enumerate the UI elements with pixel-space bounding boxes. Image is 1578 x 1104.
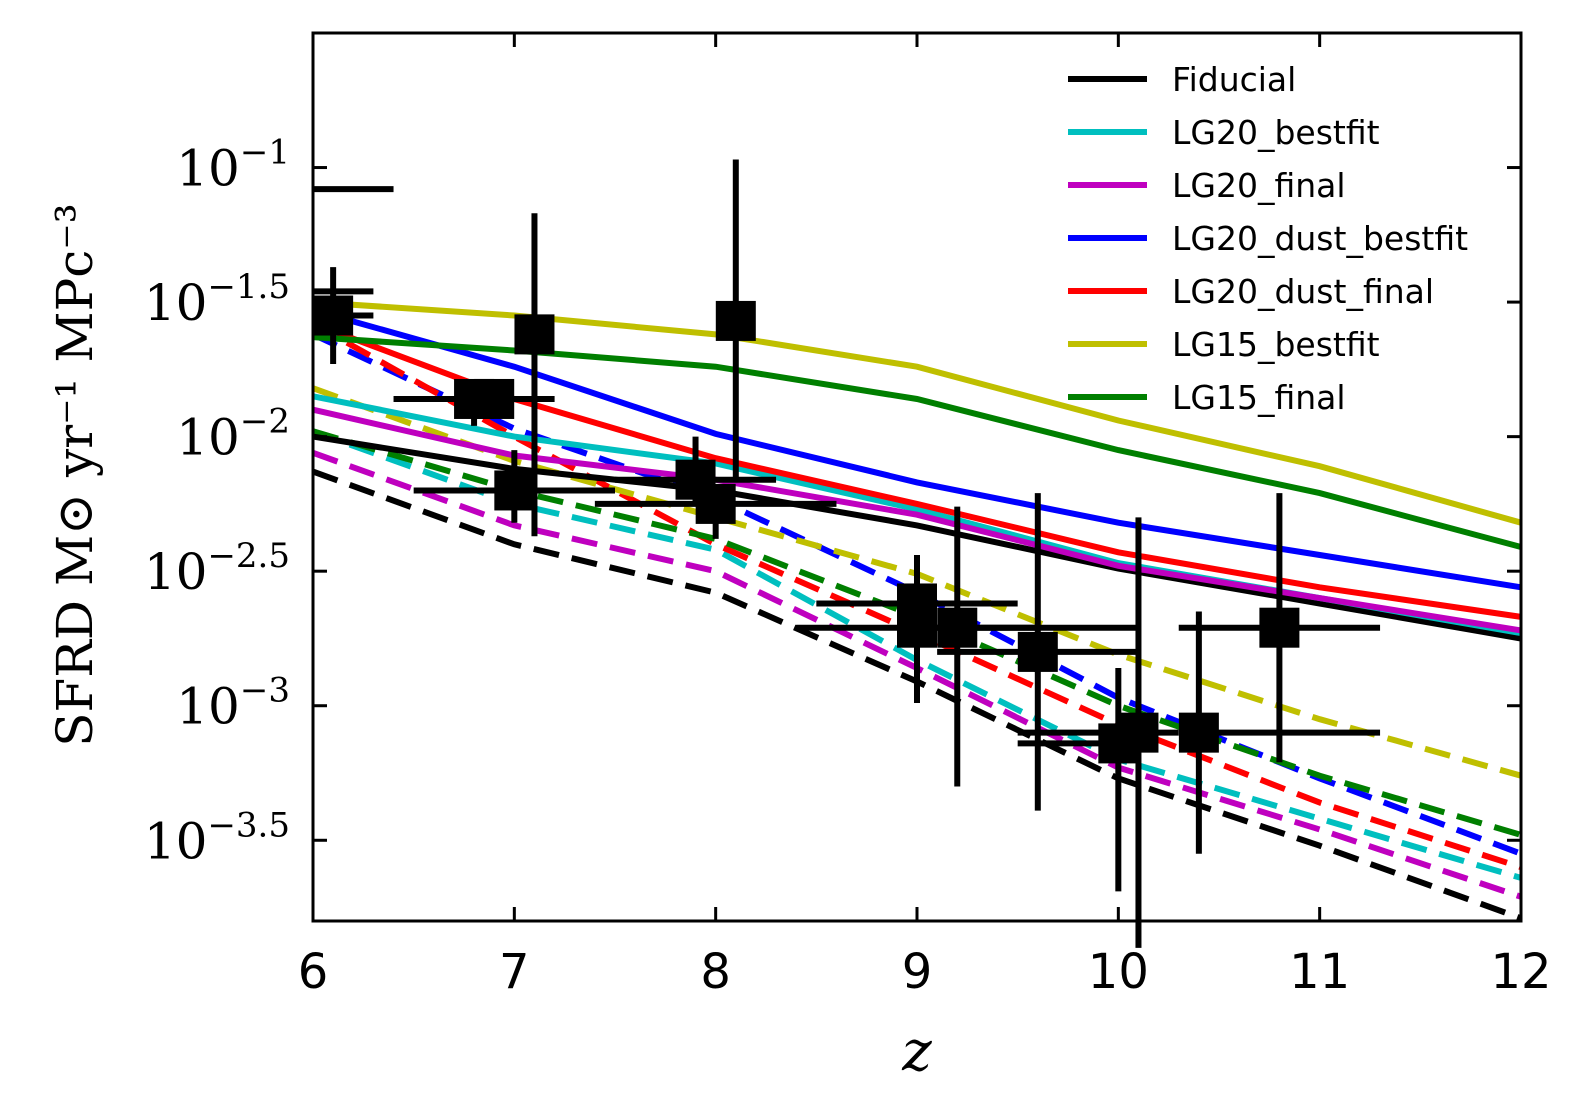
obs-point-15 [1259,607,1300,648]
legend-label-lg20-dust-final: LG20_dust_final [1172,272,1434,311]
x-axis-label: z [901,1019,932,1084]
y-tick-base: 10 [176,140,240,198]
x-tick-label-12: 12 [1490,944,1551,1000]
y-axis-label: SFRD M⊙ yr⁻¹ MPc⁻³ [46,203,104,746]
obs-point-10 [937,607,978,648]
y-tick-label-5: 10−3.5 [144,805,290,870]
obs-point-6 [695,483,736,524]
y-tick-label-3: 10−2.5 [144,536,290,601]
y-tick-exponent: −2 [240,402,290,442]
obs-point-2 [474,378,515,419]
x-tick-label-11: 11 [1289,944,1350,1000]
legend-label-lg15-bestfit: LG15_bestfit [1172,325,1380,364]
series-lg15-bestfit-solid-line [312,299,1522,526]
obs-point-3 [494,470,535,511]
y-axis-label-name: SFRD [46,600,104,747]
y-tick-label-0: 10−1 [176,133,290,198]
legend-label-fiducial: Fiducial [1172,60,1296,99]
y-tick-label-1: 10−1.5 [144,267,290,332]
y-tick-exponent: −1.5 [207,267,290,307]
obs-point-11 [1017,631,1058,672]
legend-label-lg20-bestfit: LG20_bestfit [1172,113,1380,152]
obs-point-7 [715,300,756,341]
y-axis-label-unit: M⊙ yr⁻¹ MPc⁻³ [46,203,104,586]
y-tick-label-4: 10−3 [176,671,290,736]
y-tick-base: 10 [144,274,208,332]
y-tick-exponent: −3 [240,671,290,711]
obs-point-4 [514,314,555,355]
obs-point-13 [1118,712,1159,753]
y-tick-base: 10 [176,678,240,736]
series-lg15-final-solid-line [312,334,1522,550]
legend-label-lg20-dust-bestfit: LG20_dust_bestfit [1172,219,1468,258]
y-tick-exponent: −2.5 [207,536,290,576]
x-tick-label-10: 10 [1088,944,1149,1000]
y-tick-exponent: −3.5 [207,805,290,845]
legend-label-lg20-final: LG20_final [1172,166,1346,205]
y-tick-base: 10 [176,409,240,467]
y-tick-label-2: 10−2 [176,402,290,467]
legend-label-lg15-final: LG15_final [1172,378,1346,417]
series-lg20-dust-bestfit-solid-line [312,307,1522,591]
y-tick-exponent: −1 [240,133,290,173]
x-tick-label-9: 9 [902,944,933,1000]
y-tick-base: 10 [144,543,208,601]
legend: Fiducial LG20_bestfit LG20_final LG20_dust_… [1068,60,1468,417]
x-tick-label-8: 8 [700,944,731,1000]
x-tick-label-6: 6 [298,944,329,1000]
observations-layer [313,159,1381,948]
obs-point-9 [897,607,937,648]
x-tick-label-7: 7 [499,944,530,1000]
y-tick-base: 10 [144,812,208,870]
obs-point-14 [1178,712,1219,753]
